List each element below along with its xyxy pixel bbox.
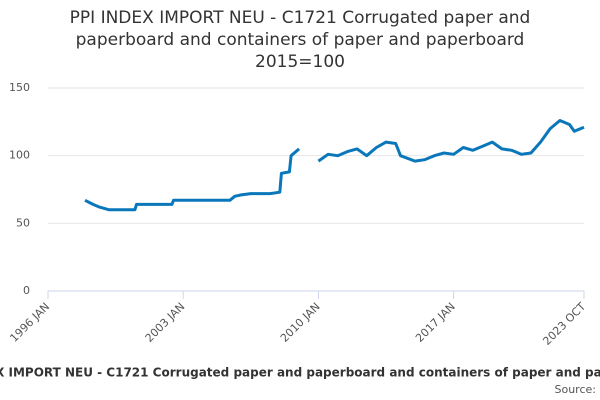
chart-title: paperboard and containers of paper and p…: [76, 30, 525, 50]
x-tick-label: 1996 JAN: [7, 300, 52, 345]
data-line: [84, 119, 585, 212]
y-tick-label: 0: [23, 284, 30, 297]
legend-entry: PPI INDEX IMPORT NEU - C1721 Corrugated …: [0, 366, 600, 380]
chart-title: 2015=100: [255, 52, 345, 72]
y-tick-label: 50: [16, 216, 30, 229]
y-tick-label: 100: [9, 149, 30, 162]
y-tick-label: 150: [9, 81, 30, 94]
source: Source:: [555, 383, 597, 396]
x-tick-label: 2003 JAN: [143, 300, 188, 345]
x-tick-label: 2010 JAN: [278, 300, 323, 345]
x-tick-label: 2023 OCT: [540, 300, 588, 348]
x-tick-label: 2017 JAN: [413, 300, 458, 345]
chart-title: PPI INDEX IMPORT NEU - C1721 Corrugated …: [70, 8, 531, 28]
